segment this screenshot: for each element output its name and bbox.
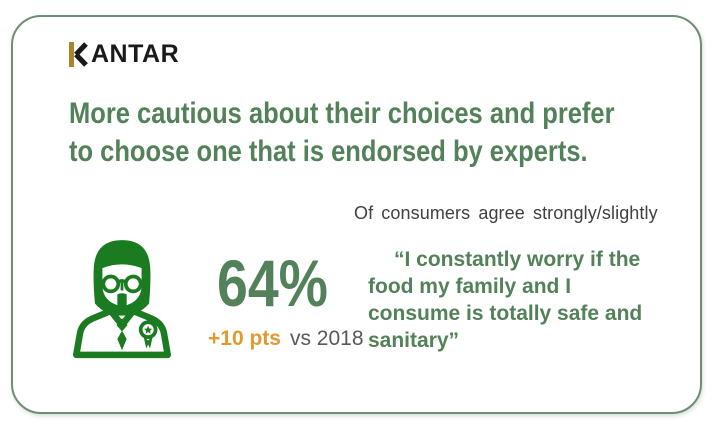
tie-icon [116,318,128,351]
persona-goatee [117,293,127,307]
infographic-card: ANTAR More cautious about their choices … [11,15,702,414]
stat-delta-row: +10 pts vs 2018 [208,327,364,351]
kantar-logo-text: ANTAR [91,40,180,68]
stat-value: 64% [217,246,328,320]
award-ribbon-icon [138,320,158,349]
man-with-glasses-award-icon [73,240,172,359]
agreement-subtitle: Of consumers agree strongly/slightly [354,203,658,223]
consumer-quote: “I constantly worry if the food my famil… [368,248,643,352]
glasses-icon [97,274,147,294]
kantar-logo: ANTAR [69,42,179,67]
headline: More cautious about their choices and pr… [69,97,615,168]
kantar-gold-k-icon [69,42,88,67]
stat-delta: +10 pts [208,327,281,350]
persona-suit [73,307,172,359]
stat-comparison: vs 2018 [289,327,364,350]
